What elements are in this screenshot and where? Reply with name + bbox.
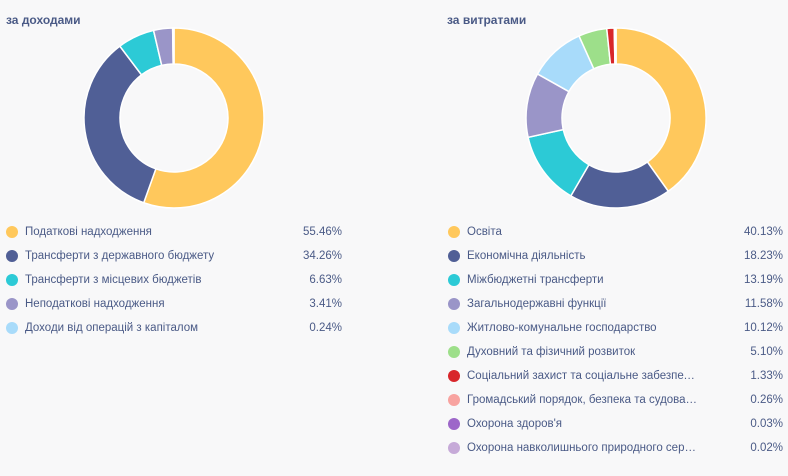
legend-label: Трансферти з державного бюджету (25, 250, 215, 262)
legend-item[interactable]: Доходи від операцій з капіталом 0.24% (0, 316, 352, 340)
legend-color-dot (6, 250, 18, 262)
legend-value: 18.23% (743, 250, 783, 262)
legend-value: 55.46% (302, 226, 342, 238)
legend-label: Охорона здоров'я (467, 418, 563, 430)
legend-label: Економічна діяльність (467, 250, 586, 262)
legend-value: 3.41% (309, 298, 342, 310)
legend-color-dot (448, 226, 460, 238)
legend-label: Доходи від операцій з капіталом (25, 322, 199, 334)
legend-color-dot (448, 298, 460, 310)
expense-title: за витратами (447, 13, 527, 27)
legend-item[interactable]: Неподаткові надходження 3.41% (0, 292, 352, 316)
income-donut-slice-1[interactable] (83, 45, 157, 204)
legend-item[interactable]: Міжбюджетні трансферти 13.19% (440, 268, 788, 292)
expense-donut-slice-0[interactable] (615, 27, 707, 193)
legend-value: 10.12% (743, 322, 783, 334)
legend-color-dot (448, 418, 460, 430)
expense-legend: Освіта 40.13% Економічна діяльність 18.23% М… (440, 220, 788, 460)
legend-color-dot (448, 442, 460, 454)
legend-label: Податкові надходження (25, 226, 152, 238)
legend-value: 13.19% (743, 274, 783, 286)
income-donut-slice-4[interactable] (171, 27, 175, 65)
income-title: за доходами (6, 13, 81, 27)
legend-label: Соціальний захист та соціальне забезпече… (467, 370, 699, 382)
legend-value: 5.10% (750, 346, 783, 358)
legend-color-dot (6, 298, 18, 310)
legend-color-dot (448, 250, 460, 262)
legend-color-dot (448, 346, 460, 358)
legend-value: 34.26% (302, 250, 342, 262)
legend-item[interactable]: Житлово-комунальне господарство 10.12% (440, 316, 788, 340)
legend-label: Міжбюджетні трансферти (467, 274, 604, 286)
legend-label: Трансферти з місцевих бюджетів (25, 274, 202, 286)
legend-color-dot (6, 274, 18, 286)
legend-color-dot (448, 322, 460, 334)
legend-value: 0.24% (309, 322, 342, 334)
legend-item[interactable]: Загальнодержавні функції 11.58% (440, 292, 788, 316)
expense-donut-chart[interactable] (440, 0, 788, 215)
legend-label: Громадський порядок, безпека та судова в… (467, 394, 699, 406)
legend-label: Неподаткові надходження (25, 298, 165, 310)
legend-color-dot (448, 370, 460, 382)
legend-item[interactable]: Духовний та фізичний розвиток 5.10% (440, 340, 788, 364)
legend-item[interactable]: Охорона здоров'я 0.03% (440, 412, 788, 436)
income-legend: Податкові надходження 55.46% Трансферти з … (0, 220, 352, 340)
income-donut-chart[interactable] (0, 0, 352, 215)
legend-color-dot (448, 394, 460, 406)
legend-value: 0.03% (750, 418, 783, 430)
legend-item[interactable]: Освіта 40.13% (440, 220, 788, 244)
legend-label: Духовний та фізичний розвиток (467, 346, 636, 358)
legend-color-dot (448, 274, 460, 286)
legend-value: 11.58% (744, 298, 783, 310)
legend-label: Житлово-комунальне господарство (467, 322, 657, 334)
legend-item[interactable]: Трансферти з місцевих бюджетів 6.63% (0, 268, 352, 292)
legend-item[interactable]: Охорона навколишнього природного середов… (440, 436, 788, 460)
income-donut-slice-0[interactable] (142, 27, 265, 209)
legend-value: 0.02% (750, 442, 783, 454)
legend-value: 6.63% (309, 274, 342, 286)
legend-item[interactable]: Соціальний захист та соціальне забезпече… (440, 364, 788, 388)
legend-value: 40.13% (743, 226, 783, 238)
legend-label: Освіта (467, 226, 502, 238)
legend-item[interactable]: Податкові надходження 55.46% (0, 220, 352, 244)
legend-label: Загальнодержавні функції (467, 298, 607, 310)
legend-value: 1.33% (750, 370, 783, 382)
legend-color-dot (6, 226, 18, 238)
legend-item[interactable]: Громадський порядок, безпека та судова в… (440, 388, 788, 412)
legend-value: 0.26% (750, 394, 783, 406)
legend-label: Охорона навколишнього природного середов… (467, 442, 699, 454)
legend-item[interactable]: Трансферти з державного бюджету 34.26% (0, 244, 352, 268)
legend-color-dot (6, 322, 18, 334)
legend-item[interactable]: Економічна діяльність 18.23% (440, 244, 788, 268)
